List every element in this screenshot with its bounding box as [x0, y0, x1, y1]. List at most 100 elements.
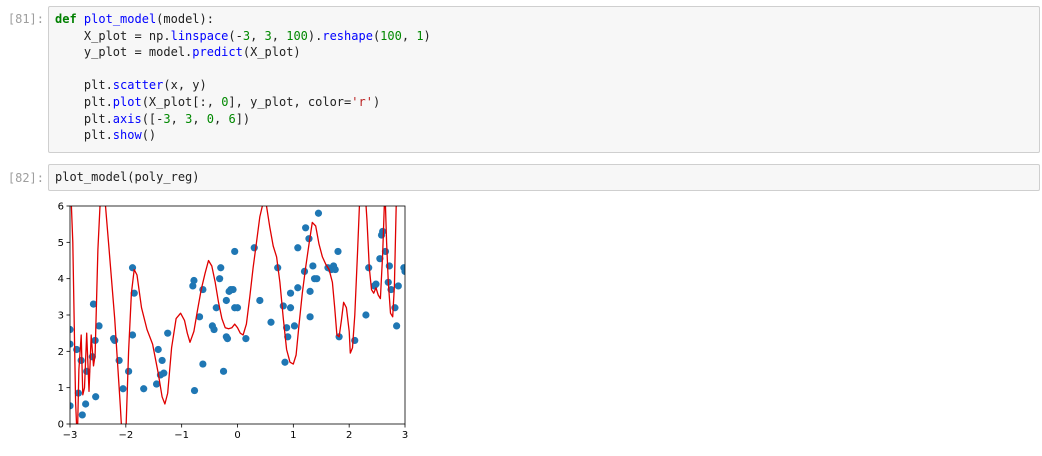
y-tick-label: 5 — [58, 238, 64, 249]
code-token: , — [192, 111, 207, 126]
scatter-points — [70, 209, 405, 419]
code-token: (X_plot[:, — [141, 94, 222, 109]
data-point — [111, 336, 119, 345]
data-point — [95, 322, 103, 330]
data-point — [92, 393, 100, 401]
data-point — [89, 300, 98, 308]
data-point — [286, 289, 295, 297]
code-token: , — [271, 28, 287, 43]
code-token: (x, y) — [163, 78, 207, 93]
data-point — [219, 367, 228, 375]
code-token: predict — [192, 45, 243, 60]
code-token: 100 — [286, 28, 308, 43]
code-token: () — [141, 128, 157, 143]
data-point — [401, 267, 405, 275]
data-point — [222, 296, 230, 305]
data-point — [279, 302, 287, 310]
data-point — [212, 304, 220, 312]
data-point — [306, 313, 314, 321]
data-point — [70, 325, 74, 334]
prediction-line-group — [70, 206, 397, 424]
code-token — [77, 12, 84, 26]
data-point — [158, 356, 166, 365]
code-token: , — [170, 111, 186, 126]
code-token: scatter — [112, 78, 164, 93]
code-token: 0 — [206, 111, 214, 126]
data-point — [119, 385, 127, 393]
code-token: def — [55, 12, 77, 26]
code-token: , — [250, 28, 265, 43]
code-token: 3 — [163, 111, 171, 126]
data-point — [281, 358, 289, 366]
data-point — [313, 275, 321, 283]
code-token: 3 — [264, 28, 272, 43]
code-token: 6 — [228, 111, 236, 126]
data-point — [217, 264, 225, 272]
data-point — [334, 247, 342, 256]
code-token: plot — [112, 94, 142, 109]
data-point — [190, 276, 198, 285]
data-point — [362, 311, 370, 319]
code-token: (model): — [156, 12, 214, 26]
code-token: 3 — [242, 28, 251, 43]
code-token: (X_plot) — [242, 45, 301, 60]
data-point — [286, 304, 295, 312]
data-point — [130, 289, 138, 297]
data-point — [216, 275, 224, 283]
data-point — [125, 367, 133, 375]
x-tick-label: −1 — [174, 430, 189, 441]
code-cell-82[interactable]: plot_model(poly_reg) — [48, 164, 1040, 191]
data-point — [314, 209, 323, 217]
data-point — [128, 331, 137, 339]
data-point — [376, 255, 384, 263]
prediction-line — [70, 206, 397, 424]
code-token: reshape — [322, 28, 373, 43]
scatter-plot: −3 −2 −1 0 1 2 3 0 1 2 3 4 5 6 — [58, 202, 409, 442]
data-point — [160, 369, 168, 377]
code-token: X_plot = np. — [55, 28, 171, 43]
data-point — [394, 282, 402, 290]
code-token: (- — [228, 28, 243, 43]
data-point — [385, 262, 393, 270]
code-token: 0 — [221, 94, 229, 109]
data-point — [331, 265, 339, 274]
data-point — [309, 262, 317, 270]
data-point — [82, 400, 90, 408]
code-cell-81[interactable]: def plot_model(model): X_plot = np.linsp… — [48, 6, 1040, 153]
data-point — [190, 386, 199, 395]
code-token: , — [401, 28, 417, 43]
data-point — [70, 402, 74, 410]
x-tick-label: −2 — [118, 430, 133, 441]
x-tick-label: 0 — [234, 430, 240, 441]
code-editor[interactable]: def plot_model(model): X_plot = np.linsp… — [49, 7, 1039, 148]
y-tick-label: 3 — [58, 311, 64, 322]
code-token: ]) — [235, 111, 251, 126]
data-point — [189, 282, 197, 290]
y-tick-label: 1 — [58, 383, 64, 394]
code-token: ], y_plot, color= — [228, 94, 352, 109]
code-token: axis — [112, 111, 142, 126]
code-token: plt. — [55, 111, 113, 126]
data-point — [199, 360, 207, 368]
data-point — [305, 235, 313, 243]
cell-prompt-81: [81]: — [7, 12, 44, 26]
code-token: y_plot = model. — [55, 45, 193, 60]
data-point — [294, 244, 302, 252]
data-point — [290, 322, 299, 330]
code-token: show — [112, 128, 142, 143]
x-tick-label: 1 — [290, 430, 296, 441]
data-point — [256, 296, 264, 305]
code-token: 100 — [380, 28, 402, 43]
y-tick-label: 6 — [58, 202, 64, 213]
data-point — [242, 335, 250, 343]
data-point — [267, 318, 275, 326]
code-token: ) — [372, 94, 381, 109]
code-editor[interactable]: plot_model(poly_reg) — [49, 165, 1039, 190]
code-token: plt. — [55, 128, 113, 143]
data-point — [302, 224, 310, 232]
data-point — [231, 247, 239, 256]
data-point — [229, 285, 237, 294]
code-token: linspace — [170, 28, 229, 43]
y-tick-label: 4 — [58, 274, 64, 285]
code-token: , — [214, 111, 229, 126]
